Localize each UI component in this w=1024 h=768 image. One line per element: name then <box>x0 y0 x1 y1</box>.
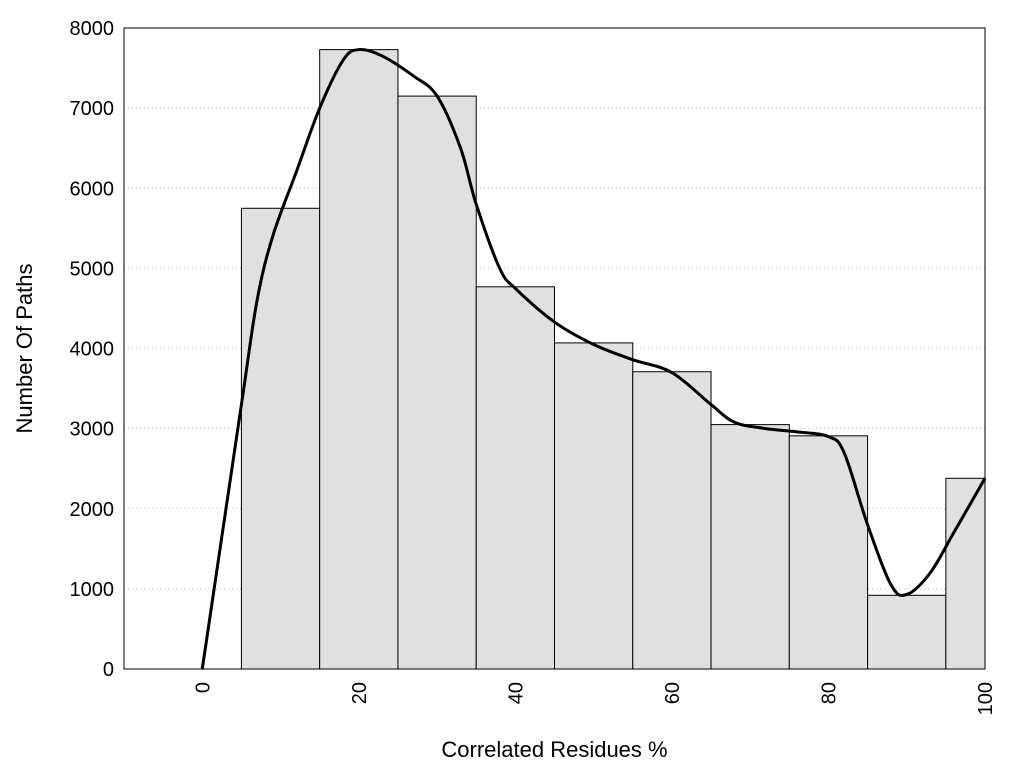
histogram-bar <box>397 95 477 670</box>
x-tick-label: 60 <box>662 682 684 704</box>
histogram-bar <box>632 371 712 670</box>
histogram-bar <box>554 342 634 670</box>
y-axis-ticks: 0 1000 2000 3000 4000 5000 6000 7000 8000 <box>70 18 115 681</box>
histogram-bars <box>240 49 986 670</box>
x-tick-label: 100 <box>975 682 997 715</box>
histogram-bar <box>319 49 399 670</box>
y-tick-label: 7000 <box>70 98 115 120</box>
histogram-bar <box>788 435 869 670</box>
x-axis-ticks: 0 20 40 60 80 100 <box>192 682 997 715</box>
x-tick-label: 80 <box>818 682 840 704</box>
y-tick-label: 0 <box>103 659 114 681</box>
plot-frame <box>123 27 986 670</box>
histogram-bar <box>945 477 986 670</box>
density-curve-line <box>200 48 987 670</box>
y-tick-label: 8000 <box>70 18 115 40</box>
density-curve <box>200 48 987 670</box>
x-axis-label: Correlated Residues % <box>441 737 667 762</box>
histogram-bar <box>710 424 790 670</box>
y-tick-label: 5000 <box>70 258 115 280</box>
y-tick-label: 6000 <box>70 178 115 200</box>
histogram-bar <box>475 286 555 670</box>
y-axis-label: Number Of Paths <box>12 264 37 434</box>
y-tick-label: 1000 <box>70 579 115 601</box>
x-tick-label: 40 <box>505 682 527 704</box>
histogram-bar <box>240 207 321 670</box>
y-tick-label: 2000 <box>70 499 115 521</box>
histogram-bar <box>867 594 947 670</box>
x-tick-label: 20 <box>349 682 371 704</box>
y-tick-label: 3000 <box>70 419 115 441</box>
y-tick-label: 4000 <box>70 339 115 361</box>
x-tick-label: 0 <box>192 682 214 693</box>
